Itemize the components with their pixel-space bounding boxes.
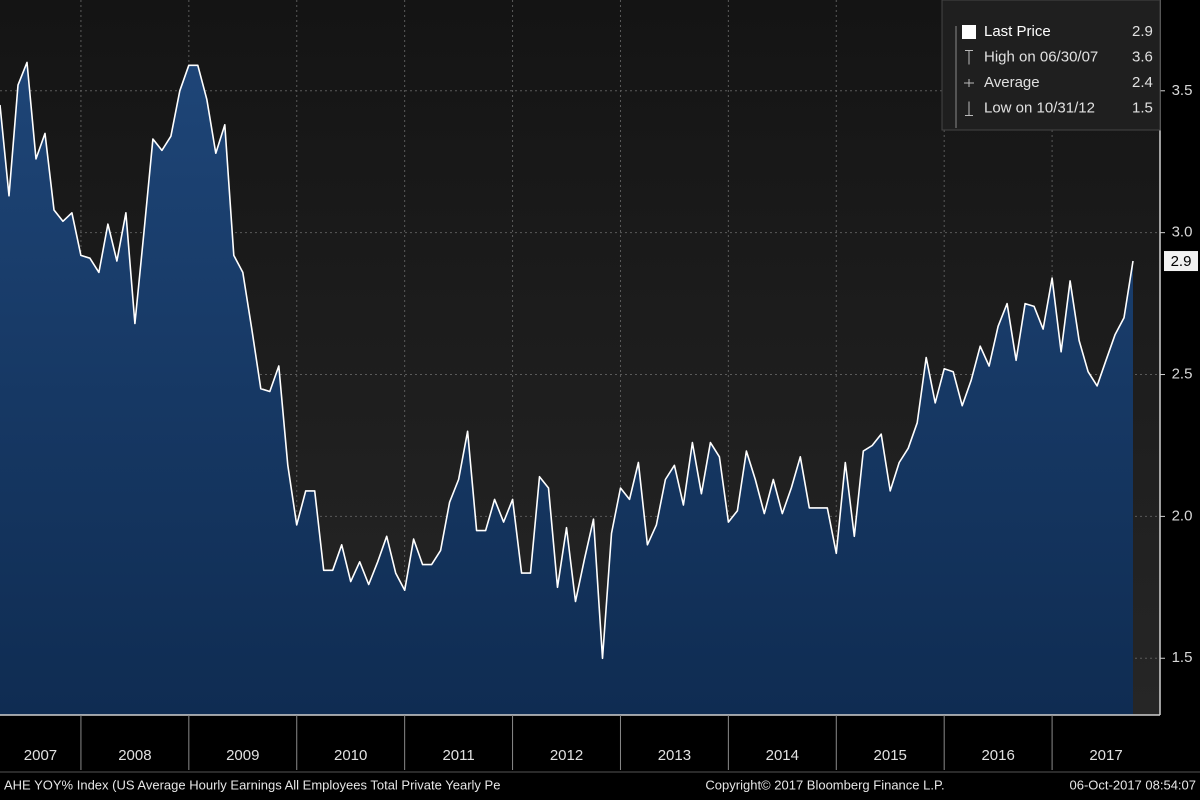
y-tick-label: 3.0 (1172, 224, 1193, 241)
legend-icon (964, 79, 974, 87)
y-tick-label: 2.0 (1172, 507, 1193, 524)
legend-icon (965, 50, 973, 65)
legend-box (941, 0, 1161, 131)
x-tick-label: 2008 (118, 747, 151, 764)
legend-label: High on 06/30/07 (984, 48, 1098, 65)
legend-icon (962, 25, 976, 39)
x-axis-background (0, 715, 1200, 800)
footer-timestamp: 06-Oct-2017 08:54:07 (1070, 777, 1196, 792)
x-tick-label: 2009 (226, 747, 259, 764)
legend-value: 2.4 (1132, 74, 1153, 91)
x-tick-label: 2017 (1089, 747, 1122, 764)
y-tick-label: 2.5 (1172, 365, 1193, 382)
x-tick-label: 2013 (658, 747, 691, 764)
x-tick-label: 2010 (334, 747, 367, 764)
x-tick-label: 2012 (550, 747, 583, 764)
footer-index: AHE YOY% Index (US Average Hourly Earnin… (4, 777, 500, 792)
line (0, 61, 1134, 660)
legend-value: 2.9 (1132, 23, 1153, 40)
axis-background (1160, 0, 1200, 800)
legend-icon (965, 101, 973, 116)
legend-value: 1.5 (1132, 99, 1153, 116)
footer-copyright: Copyright© 2017 Bloomberg Finance L.P. (705, 777, 944, 792)
y-tick-label: 1.5 (1172, 649, 1193, 666)
x-tick-label: 2016 (981, 747, 1014, 764)
legend-label: Low on 10/31/12 (984, 99, 1095, 116)
x-tick-label: 2015 (874, 747, 907, 764)
y-tick-label: 3.5 (1172, 82, 1193, 99)
legend-label: Last Price (984, 23, 1051, 40)
area-fill (0, 62, 1133, 715)
legend-value: 3.6 (1132, 48, 1153, 65)
x-tick-label: 2007 (24, 747, 57, 764)
x-tick-label: 2011 (442, 747, 474, 764)
x-tick-label: 2014 (766, 747, 799, 764)
last-price-tag (1164, 251, 1198, 272)
legend-label: Average (984, 74, 1040, 91)
last-price-label: 2.9 (1171, 253, 1192, 270)
